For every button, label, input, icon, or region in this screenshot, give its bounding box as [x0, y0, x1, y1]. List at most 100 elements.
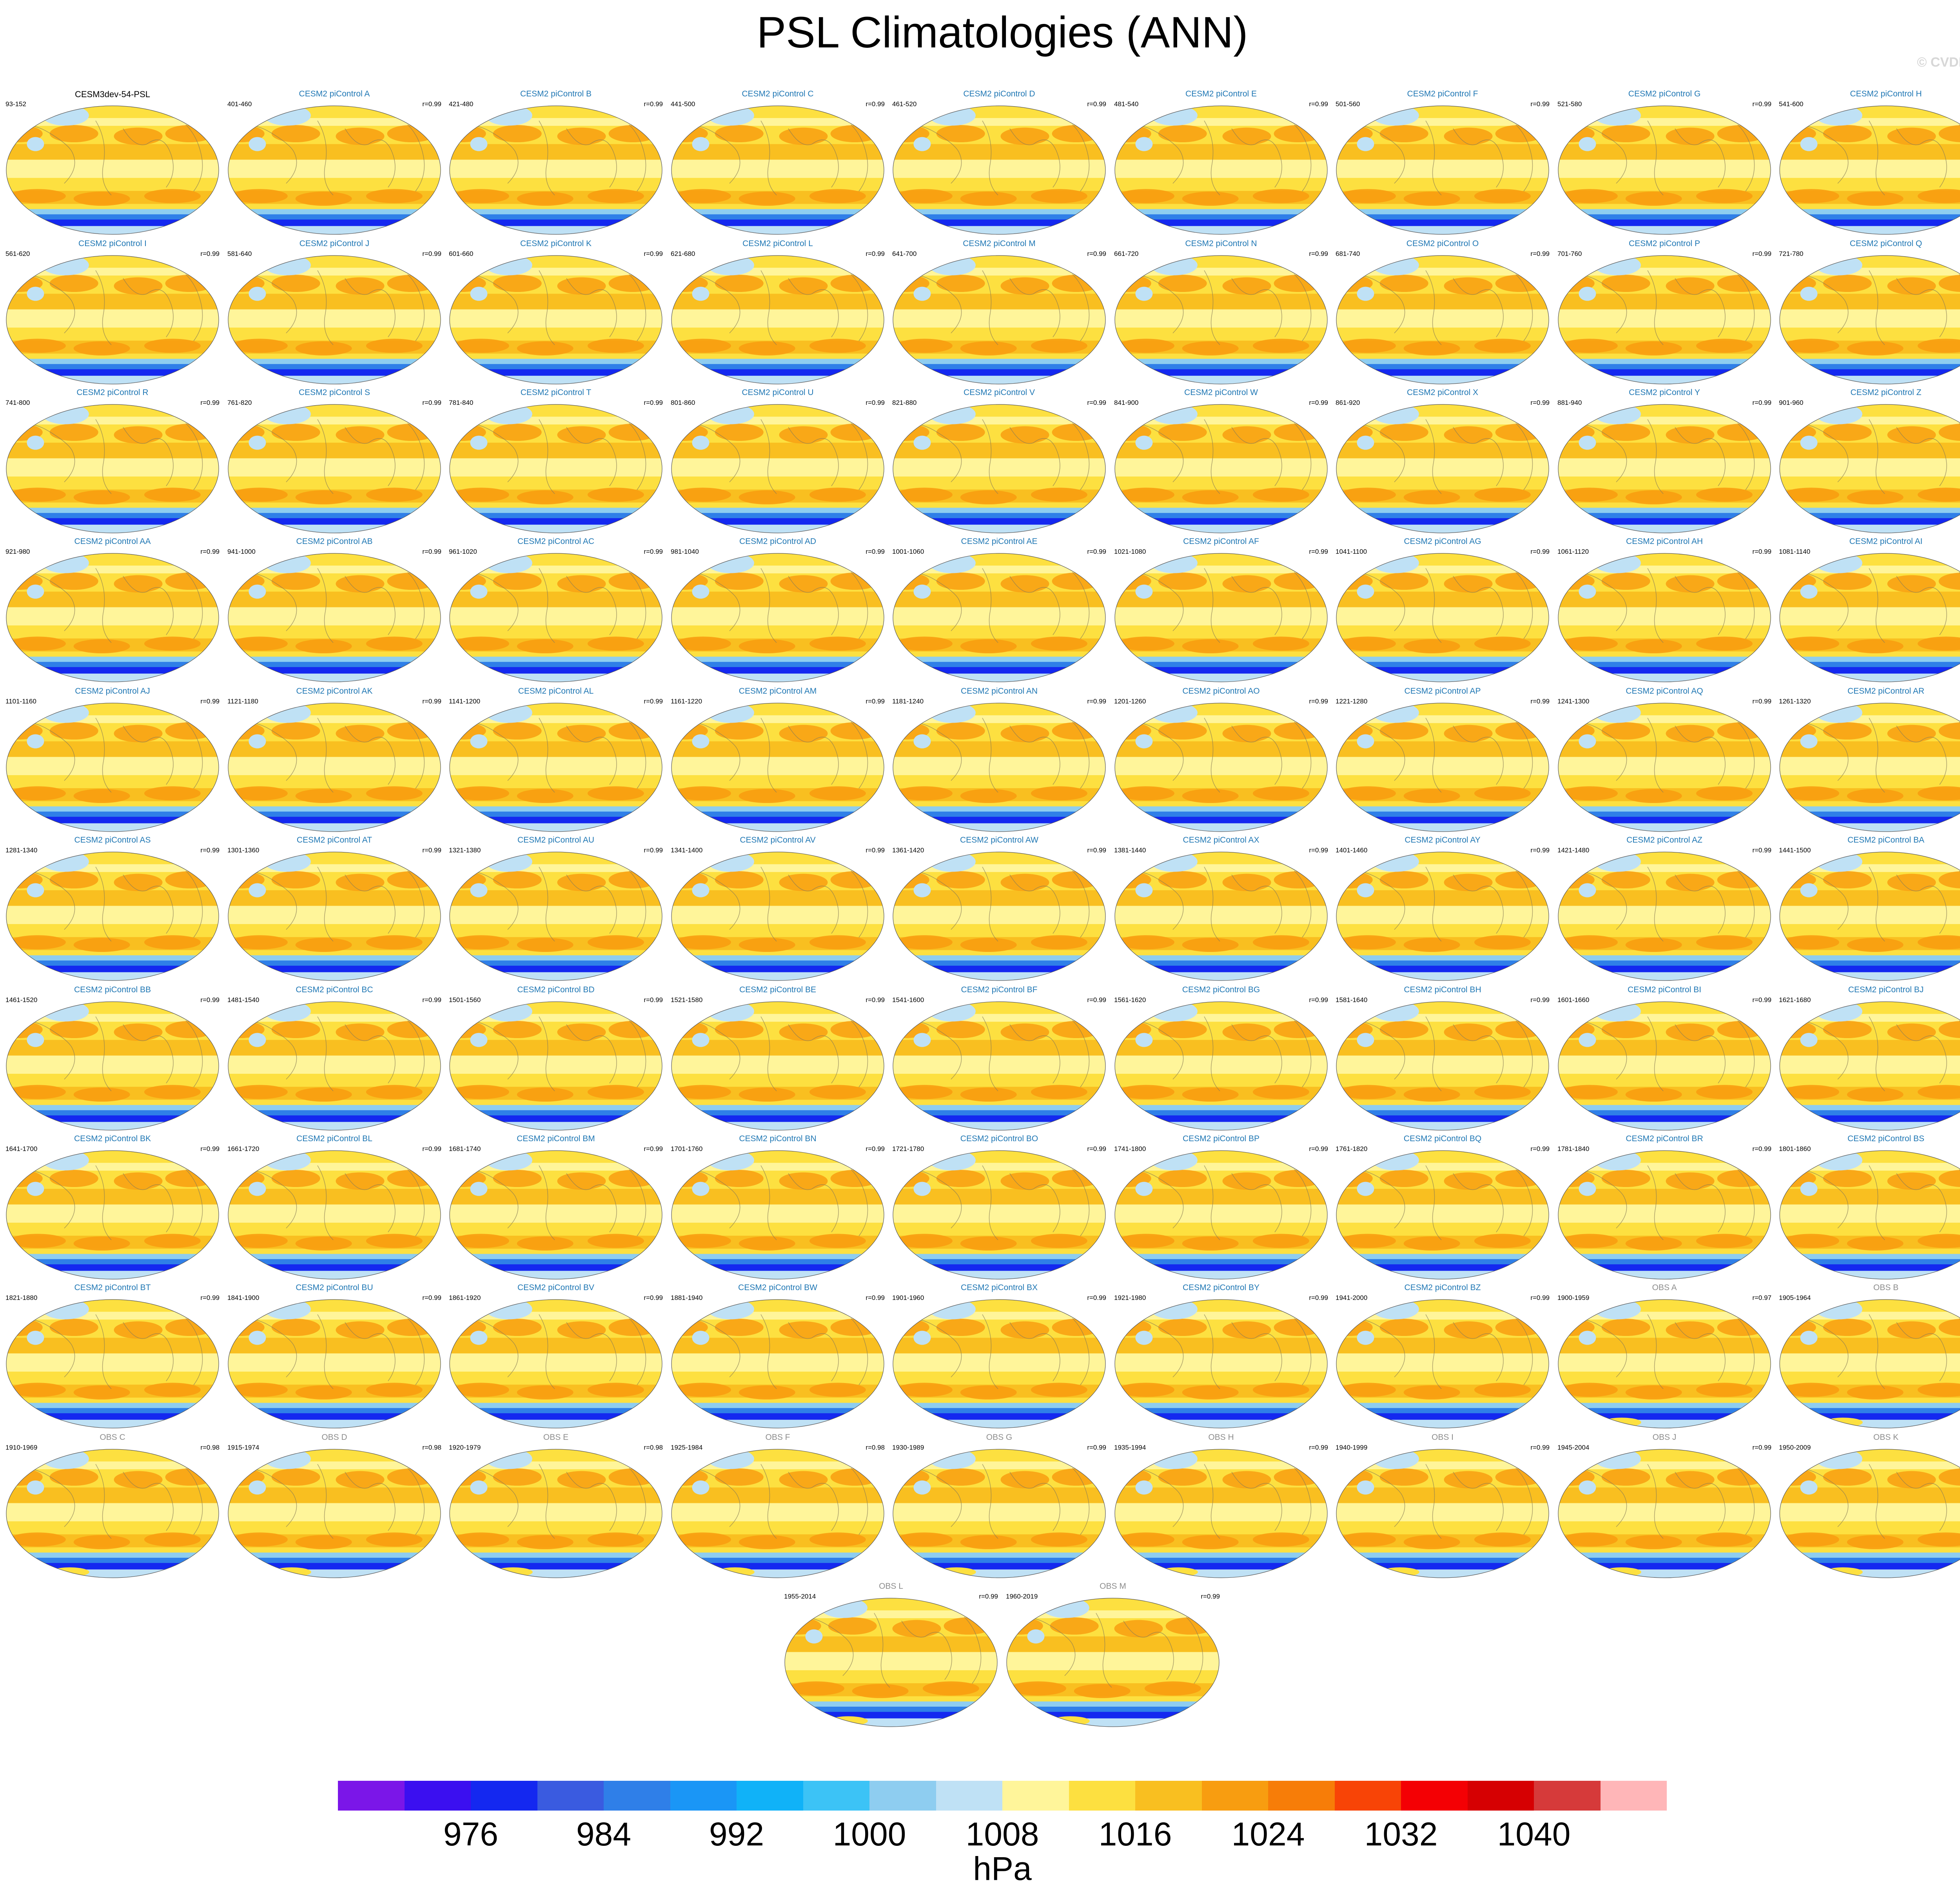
- psl-map: [1336, 1150, 1549, 1280]
- panel-title: CESM3dev-54-PSL: [75, 89, 150, 99]
- psl-map: [1558, 703, 1771, 832]
- panel-correlation: r=0.99: [1530, 1444, 1550, 1451]
- map-panel: CESM2 piControl BL 1661-1720 r=0.99: [223, 1134, 445, 1283]
- panel-title: CESM2 piControl BG: [1182, 985, 1260, 994]
- panel-years: 1301-1360: [227, 846, 260, 854]
- psl-map: [6, 255, 219, 384]
- panel-correlation: r=0.99: [1309, 1145, 1328, 1153]
- panel-correlation: r=0.99: [644, 100, 663, 108]
- panel-correlation: r=0.99: [422, 250, 441, 257]
- panel-years: 401-460: [227, 100, 252, 108]
- panel-title: CESM2 piControl AY: [1405, 836, 1481, 845]
- panel-correlation: r=0.99: [1530, 399, 1550, 406]
- colorbar-tick-label: 1008: [965, 1816, 1039, 1852]
- panel-title: OBS F: [765, 1433, 790, 1442]
- panel-years: 1930-1989: [892, 1444, 924, 1451]
- panel-title: CESM2 piControl AG: [1404, 537, 1481, 546]
- panel-title: CESM2 piControl AO: [1182, 687, 1260, 696]
- map-panel: CESM2 piControl AZ 1421-1480 r=0.99: [1553, 836, 1775, 984]
- map-panel: CESM2 piControl AO 1201-1260 r=0.99: [1110, 687, 1332, 836]
- map-panel: CESM2 piControl BK 1641-1700 r=0.99: [2, 1134, 223, 1283]
- panel-years: 701-760: [1557, 250, 1582, 257]
- map-panel: CESM2 piControl AP 1221-1280 r=0.99: [1332, 687, 1553, 836]
- colorbar-units: hPa: [973, 1850, 1032, 1887]
- panel-title: CESM2 piControl N: [1185, 239, 1257, 248]
- psl-map: [1558, 852, 1771, 981]
- panel-years: 1521-1580: [671, 996, 703, 1004]
- colorbar-swatch: [471, 1781, 537, 1811]
- panel-title: CESM2 piControl BH: [1404, 985, 1481, 994]
- panel-title: CESM2 piControl AH: [1626, 537, 1703, 546]
- map-panel: CESM2 piControl Y 881-940 r=0.99: [1553, 388, 1775, 537]
- panel-title: CESM2 piControl BY: [1182, 1283, 1260, 1292]
- panel-correlation: r=0.99: [200, 399, 220, 406]
- panel-years: 521-580: [1557, 100, 1582, 108]
- panel-correlation: r=0.99: [1530, 846, 1550, 854]
- psl-map: [1336, 1449, 1549, 1578]
- panel-years: 1701-1760: [671, 1145, 703, 1153]
- map-panel: CESM2 piControl U 801-860 r=0.99: [667, 388, 889, 537]
- map-panel: CESM2 piControl P 701-760 r=0.99: [1553, 239, 1775, 388]
- psl-map: [1114, 1299, 1328, 1428]
- colorbar-swatch: [670, 1781, 737, 1811]
- panel-years: 1101-1160: [5, 698, 36, 705]
- panel-correlation: r=0.99: [1530, 698, 1550, 705]
- panel-title: CESM2 piControl AP: [1404, 687, 1481, 696]
- panel-title: CESM2 piControl BS: [1847, 1134, 1925, 1143]
- colorbar-swatch: [803, 1781, 869, 1811]
- panel-correlation: r=0.99: [1087, 1145, 1106, 1153]
- map-panel: CESM2 piControl BH 1581-1640 r=0.99: [1332, 985, 1553, 1134]
- colorbar-tick-label: 1040: [1497, 1816, 1571, 1852]
- map-panel: CESM2 piControl AJ 1101-1160 r=0.99: [2, 687, 223, 836]
- map-panel: CESM2 piControl BO 1721-1780 r=0.99: [888, 1134, 1110, 1283]
- psl-map: [893, 852, 1106, 981]
- panel-correlation: r=0.99: [1087, 698, 1106, 705]
- map-panel: OBS E 1920-1979 r=0.98: [445, 1433, 667, 1582]
- panel-title: CESM2 piControl BD: [517, 985, 595, 994]
- panel-title: CESM2 piControl BK: [74, 1134, 151, 1143]
- panel-title: OBS B: [1873, 1283, 1899, 1292]
- psl-map: [228, 852, 441, 981]
- panel-years: 461-520: [892, 100, 917, 108]
- psl-map: [671, 852, 884, 981]
- panel-correlation: r=0.99: [1309, 548, 1328, 555]
- panel-title: CESM2 piControl L: [742, 239, 813, 248]
- panel-years: 1481-1540: [227, 996, 260, 1004]
- panel-years: 1021-1080: [1114, 548, 1146, 555]
- map-panel: CESM2 piControl BE 1521-1580 r=0.99: [667, 985, 889, 1134]
- panel-title: CESM2 piControl AJ: [75, 687, 150, 696]
- panel-years: 801-860: [671, 399, 695, 406]
- psl-map: [449, 255, 662, 384]
- psl-map: [893, 553, 1106, 682]
- psl-map: [893, 1150, 1106, 1280]
- panel-years: 1910-1969: [5, 1444, 38, 1451]
- colorbar-swatch: [604, 1781, 670, 1811]
- psl-map: [449, 703, 662, 832]
- map-panel: CESM2 piControl AA 921-980 r=0.99: [2, 537, 223, 686]
- panel-correlation: r=0.98: [866, 1444, 885, 1451]
- map-panel: CESM2 piControl I 561-620 r=0.99: [2, 239, 223, 388]
- panel-title: CESM2 piControl AU: [517, 836, 595, 845]
- panel-title: CESM2 piControl AR: [1847, 687, 1925, 696]
- panel-title: CESM2 piControl E: [1185, 89, 1257, 98]
- psl-map: [228, 404, 441, 533]
- map-panel: CESM3dev-54-PSL 93-152: [2, 89, 223, 238]
- map-panel: OBS I 1940-1999 r=0.99: [1332, 1433, 1553, 1582]
- panel-correlation: r=0.99: [1530, 548, 1550, 555]
- map-panel: CESM2 piControl S 761-820 r=0.99: [223, 388, 445, 537]
- panel-title: CESM2 piControl O: [1406, 239, 1479, 248]
- map-panel: CESM2 piControl BI 1601-1660 r=0.99: [1553, 985, 1775, 1134]
- panel-correlation: r=0.99: [200, 698, 220, 705]
- map-panel: CESM2 piControl F 501-560 r=0.99: [1332, 89, 1553, 238]
- panel-correlation: r=0.99: [866, 996, 885, 1004]
- map-panel: CESM2 piControl T 781-840 r=0.99: [445, 388, 667, 537]
- panel-correlation: r=0.99: [422, 399, 441, 406]
- panel-title: OBS K: [1873, 1433, 1899, 1442]
- panel-correlation: r=0.99: [1752, 1444, 1771, 1451]
- page-title: PSL Climatologies (ANN): [757, 8, 1248, 57]
- panel-title: OBS E: [543, 1433, 569, 1442]
- map-panel: CESM2 piControl AC 961-1020 r=0.99: [445, 537, 667, 686]
- panel-years: 721-780: [1779, 250, 1804, 257]
